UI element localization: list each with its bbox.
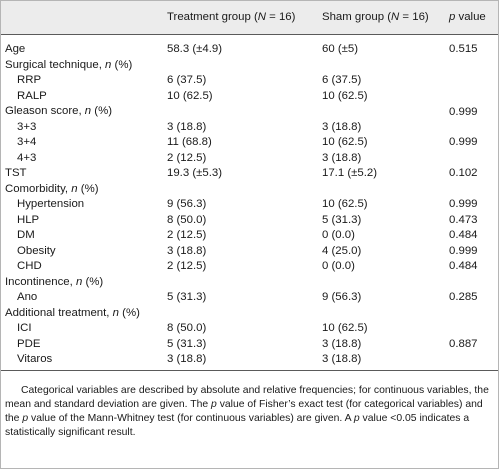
cell-p-value: 0.999	[449, 198, 478, 210]
cell-sham: 0 (0.0)	[322, 260, 355, 272]
row-label: Ano	[17, 291, 38, 303]
cell-sham: 10 (62.5)	[322, 322, 368, 334]
cell-p-value: 0.999	[449, 244, 478, 257]
cell-sham: 10 (62.5)	[322, 89, 368, 102]
table-row: RRP 6 (37.5) 6 (37.5)	[1, 73, 498, 89]
row-label: 3+3	[17, 120, 37, 133]
cell-treatment: 19.3 (±5.3)	[167, 167, 223, 179]
table-row: Gleason score, n (%)	[1, 104, 498, 120]
cell-treatment: 3 (18.8)	[167, 120, 207, 133]
cell-treatment: 2 (12.5)	[167, 229, 207, 241]
row-label: TST	[5, 167, 27, 179]
cell-treatment: 3 (18.8)	[167, 353, 207, 365]
cell-treatment: 5 (31.3)	[167, 337, 207, 350]
cell-treatment: 9 (56.3)	[167, 198, 207, 210]
merged-p-surgical: 0.999	[449, 106, 478, 118]
table-row: HLP 8 (50.0) 5 (31.3) 0.473	[1, 213, 498, 229]
cell-p-value: 0.285	[449, 291, 478, 303]
cell-sham: 3 (18.8)	[322, 353, 362, 365]
table-row: Incontinence, n (%)	[1, 275, 498, 291]
row-label: ICI	[17, 322, 32, 334]
cell-treatment: 3 (18.8)	[167, 244, 207, 257]
table-footnote: Categorical variables are described by a…	[5, 385, 489, 438]
cell-sham: 10 (62.5)	[322, 198, 368, 210]
table-row: TST 19.3 (±5.3) 17.1 (±5.2) 0.102	[1, 166, 498, 182]
row-label: RALP	[17, 89, 47, 102]
row-label: Additional treatment, n (%)	[5, 306, 140, 319]
row-label: Incontinence, n (%)	[5, 275, 104, 288]
table-bottom-rule	[1, 370, 498, 371]
table-row: Ano 5 (31.3) 9 (56.3) 0.285	[1, 290, 498, 306]
row-label: Hypertension	[17, 198, 85, 210]
cell-p-value: 0.473	[449, 213, 478, 226]
cell-treatment: 8 (50.0)	[167, 322, 207, 334]
table-row: Obesity 3 (18.8) 4 (25.0) 0.999	[1, 244, 498, 260]
table-row: RALP 10 (62.5) 10 (62.5)	[1, 89, 498, 105]
table-row: Vitaros 3 (18.8) 3 (18.8)	[1, 352, 498, 368]
cell-sham: 3 (18.8)	[322, 120, 362, 133]
cell-treatment: 10 (62.5)	[167, 89, 213, 102]
row-label: 4+3	[17, 151, 37, 164]
row-label: Surgical technique, n (%)	[5, 58, 133, 71]
table-row: Surgical technique, n (%)	[1, 58, 498, 74]
table-row: CHD 2 (12.5) 0 (0.0) 0.484	[1, 259, 498, 275]
row-label: RRP	[17, 74, 42, 86]
header-sham: Sham group (N = 16)	[322, 11, 429, 23]
cell-sham: 4 (25.0)	[322, 244, 362, 257]
cell-sham: 10 (62.5)	[322, 136, 368, 148]
table-row: 3+4 11 (68.8) 10 (62.5) 0.999	[1, 135, 498, 151]
cell-p-value: 0.515	[449, 43, 478, 55]
cell-treatment: 8 (50.0)	[167, 213, 207, 226]
cell-p-value: 0.484	[449, 229, 478, 241]
cell-treatment: 11 (68.8)	[167, 136, 212, 148]
row-label: PDE	[17, 337, 41, 350]
table-row: PDE 5 (31.3) 3 (18.8) 0.887	[1, 337, 498, 353]
row-label: Gleason score, n (%)	[5, 105, 113, 117]
table-row: Hypertension 9 (56.3) 10 (62.5) 0.999	[1, 197, 498, 213]
table-row: Additional treatment, n (%)	[1, 306, 498, 322]
table-row: ICI 8 (50.0) 10 (62.5)	[1, 321, 498, 337]
cell-sham: 9 (56.3)	[322, 291, 362, 303]
row-label: Obesity	[17, 244, 56, 257]
cell-p-value: 0.999	[449, 136, 478, 148]
table-row: Age 58.3 (±4.9) 60 (±5) 0.515	[1, 42, 498, 58]
cell-treatment: 58.3 (±4.9)	[167, 43, 223, 55]
cell-sham: 0 (0.0)	[322, 229, 355, 241]
cell-sham: 5 (31.3)	[322, 213, 362, 226]
cell-p-value: 0.102	[449, 167, 478, 179]
header-p-value: p value	[449, 11, 486, 23]
cell-treatment: 6 (37.5)	[167, 74, 207, 86]
cell-sham: 60 (±5)	[322, 43, 359, 55]
cell-treatment: 5 (31.3)	[167, 291, 207, 303]
table-header: Treatment group (N = 16) Sham group (N =…	[1, 1, 498, 35]
row-label: CHD	[17, 260, 42, 272]
table-row: 3+3 3 (18.8) 3 (18.8)	[1, 120, 498, 136]
row-label: Age	[5, 43, 26, 55]
cell-treatment: 2 (12.5)	[167, 151, 207, 164]
cell-sham: 3 (18.8)	[322, 337, 362, 350]
table-body: Age 58.3 (±4.9) 60 (±5) 0.515 Surgical techn…	[1, 42, 498, 368]
table-row: Comorbidity, n (%)	[1, 182, 498, 198]
table-row: DM 2 (12.5) 0 (0.0) 0.484	[1, 228, 498, 244]
row-label: HLP	[17, 213, 40, 226]
row-label: Vitaros	[17, 353, 53, 365]
header-treatment: Treatment group (N = 16)	[167, 11, 296, 23]
cell-sham: 17.1 (±5.2)	[322, 167, 378, 179]
cell-sham: 3 (18.8)	[322, 151, 362, 164]
row-label: Comorbidity, n (%)	[5, 182, 99, 195]
table-row: 4+3 2 (12.5) 3 (18.8)	[1, 151, 498, 167]
cell-p-value: 0.887	[449, 337, 478, 350]
cell-sham: 6 (37.5)	[322, 74, 362, 86]
cell-treatment: 2 (12.5)	[167, 260, 207, 272]
cell-p-value: 0.484	[449, 260, 478, 272]
row-label: 3+4	[17, 136, 37, 148]
row-label: DM	[17, 229, 35, 241]
